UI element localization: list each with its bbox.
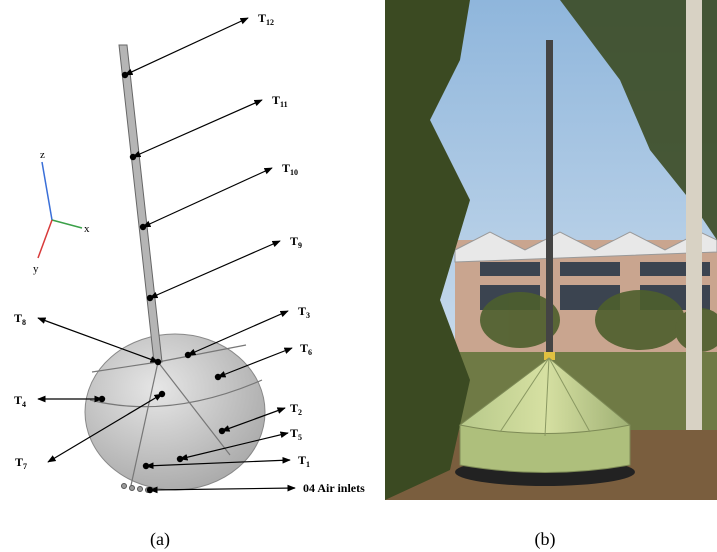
sensor-label: T2 <box>290 401 302 417</box>
sensor-letter: T <box>14 311 22 325</box>
sensor-dot <box>130 154 136 160</box>
arrow <box>143 168 272 227</box>
arrow <box>133 100 262 157</box>
sensor-letter: T <box>258 11 266 25</box>
arrow <box>188 311 288 355</box>
sensor-dot <box>185 352 191 358</box>
sensor-index: 6 <box>308 348 312 357</box>
sensor-label: T4 <box>14 393 26 409</box>
sensor-index: 7 <box>23 462 27 471</box>
sensor-dot <box>147 295 153 301</box>
sensor-index: 9 <box>298 241 302 250</box>
sensor-label: T9 <box>290 234 302 250</box>
sensor-letter: T <box>298 453 306 467</box>
sensor-dot <box>177 456 183 462</box>
sensor-letter: T <box>272 93 280 107</box>
sensor-dot <box>140 224 146 230</box>
sensor-letter: T <box>290 426 298 440</box>
sensor-dot <box>159 391 165 397</box>
coordinate-axes: z x y <box>33 149 90 275</box>
axis-z: z <box>40 149 45 161</box>
sensor-dot <box>147 487 153 493</box>
sensor-label: T3 <box>298 304 310 320</box>
air-inlets-label: 04 Air inlets <box>303 481 365 495</box>
sensor-letter: T <box>290 234 298 248</box>
sensor-index: 11 <box>280 100 288 109</box>
axis-y: y <box>33 263 39 275</box>
sensor-letter: T <box>298 304 306 318</box>
sensor-letter: T <box>14 393 22 407</box>
sensor-letter: T <box>15 455 23 469</box>
sensor-label: T11 <box>272 93 288 109</box>
sensor-index: 8 <box>22 318 26 327</box>
sensor-dot <box>215 374 221 380</box>
sensor-index: 12 <box>266 18 274 27</box>
sensor-letter: T <box>300 341 308 355</box>
sensor-label: T8 <box>14 311 26 327</box>
caption-a: (a) <box>150 529 170 550</box>
caption-b: (b) <box>535 529 556 550</box>
sensor-label: T7 <box>15 455 27 471</box>
sensor-label: T6 <box>300 341 312 357</box>
sensor-letter: T <box>282 161 290 175</box>
sensor-label: T5 <box>290 426 302 442</box>
dome <box>85 334 265 490</box>
figure: z x y T12T11T10T9T8T3T6T4T7T2T5T104 Air … <box>0 0 717 552</box>
pole <box>119 45 162 362</box>
sensor-index: 10 <box>290 168 298 177</box>
sensor-index: 4 <box>22 400 26 409</box>
sensor-label: T12 <box>258 11 274 27</box>
sensor-index: 1 <box>306 460 310 469</box>
sensor-dot <box>155 359 161 365</box>
sensor-dot <box>143 463 149 469</box>
axis-x: x <box>84 223 90 235</box>
arrow <box>125 18 248 75</box>
sensor-index: 3 <box>306 311 310 320</box>
sensor-dot <box>122 72 128 78</box>
panel-b-photo: (b) <box>385 0 717 550</box>
arrow <box>150 241 280 298</box>
sensor-label: T1 <box>298 453 310 469</box>
sensor-dot <box>219 428 225 434</box>
sensor-label: T10 <box>282 161 298 177</box>
sensor-letter: T <box>290 401 298 415</box>
sensor-index: 5 <box>298 433 302 442</box>
sensor-index: 2 <box>298 408 302 417</box>
sensor-dot <box>99 396 105 402</box>
